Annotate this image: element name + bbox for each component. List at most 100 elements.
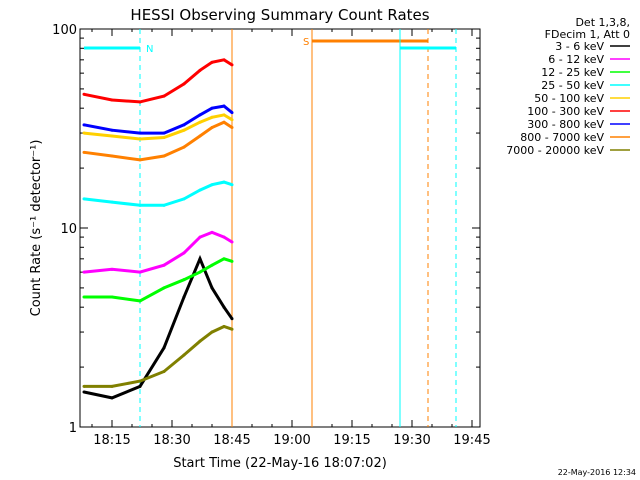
series-point [138, 100, 142, 104]
series-point [222, 180, 226, 184]
series-point [230, 125, 234, 129]
series-point [210, 330, 214, 334]
legend-entry-label: 6 - 12 keV [548, 53, 604, 66]
series-point [182, 123, 186, 127]
timestamp: 22-May-2016 12:34 [558, 468, 636, 477]
series-point [230, 111, 234, 115]
series-point [110, 200, 114, 204]
x-tick-label: 18:30 [153, 433, 190, 448]
series-point [222, 324, 226, 328]
series-point [222, 58, 226, 62]
series-point [198, 257, 202, 261]
legend-entry-label: 25 - 50 keV [541, 79, 604, 92]
series-point [198, 188, 202, 192]
series-point [230, 317, 234, 321]
series-point [138, 131, 142, 135]
series-point [182, 197, 186, 201]
x-tick-label: 18:45 [213, 433, 250, 448]
series-point [230, 259, 234, 263]
legend-entry-label: 12 - 25 keV [541, 66, 604, 79]
series-point [138, 203, 142, 207]
chart-title: HESSI Observing Summary Count Rates [130, 6, 429, 24]
series-point [162, 135, 166, 139]
series-line [83, 180, 233, 207]
series-line [83, 58, 233, 104]
series-point [198, 68, 202, 72]
series-point [138, 384, 142, 388]
series-point [162, 286, 166, 290]
series-point [198, 235, 202, 239]
series-point [162, 154, 166, 158]
series-point [162, 370, 166, 374]
series-point [230, 63, 234, 67]
x-tick-label: 18:15 [93, 433, 130, 448]
series-point [210, 125, 214, 129]
series-point [138, 379, 142, 383]
series-point [82, 384, 86, 388]
series-point [110, 396, 114, 400]
annotations: NS [84, 29, 457, 427]
series-point [230, 118, 234, 122]
annotation-label: S [303, 37, 309, 48]
legend-entry-label: 300 - 800 keV [527, 118, 604, 131]
series-line [83, 254, 234, 400]
x-tick-label: 19:15 [333, 433, 370, 448]
y-axis-label: Count Rate (s⁻¹ detector⁻¹) [29, 140, 44, 317]
series-point [198, 339, 202, 343]
series-point [210, 115, 214, 119]
series-point [82, 295, 86, 299]
series-line [83, 113, 233, 141]
series-point [210, 286, 214, 290]
series-point [82, 131, 86, 135]
series-point [222, 305, 226, 309]
series-point [210, 60, 214, 64]
series-point [138, 158, 142, 162]
series-point [222, 257, 226, 261]
series-point [162, 203, 166, 207]
series-point [110, 154, 114, 158]
series-point [110, 98, 114, 102]
series-point [110, 128, 114, 132]
series-point [198, 270, 202, 274]
series-point [230, 183, 234, 187]
series-point [82, 92, 86, 96]
series-point [182, 251, 186, 255]
series-point [110, 384, 114, 388]
series-point [138, 270, 142, 274]
legend-entry-label: 50 - 100 keV [534, 92, 604, 105]
series-point [162, 263, 166, 267]
series-point [82, 197, 86, 201]
series-point [230, 327, 234, 331]
series-point [210, 230, 214, 234]
series-point [222, 120, 226, 124]
legend-entry-label: 100 - 300 keV [527, 105, 604, 118]
series-point [182, 353, 186, 357]
series-point [182, 128, 186, 132]
series-point [82, 270, 86, 274]
series-point [82, 390, 86, 394]
series-point [82, 150, 86, 154]
series-point [198, 134, 202, 138]
series-point [222, 104, 226, 108]
series-point [210, 263, 214, 267]
x-tick-label: 19:00 [273, 433, 310, 448]
series-point [210, 106, 214, 110]
series-point [138, 137, 142, 141]
series-point [162, 131, 166, 135]
series-layer [82, 58, 234, 400]
annotation-label: N [146, 44, 153, 55]
series-point [230, 240, 234, 244]
y-tick-label: 1 [69, 421, 77, 436]
series-point [110, 134, 114, 138]
legend-entry-label: 7000 - 20000 keV [506, 144, 604, 157]
y-tick-label: 100 [52, 23, 77, 38]
series-point [162, 94, 166, 98]
series-point [198, 120, 202, 124]
x-tick-label: 19:30 [393, 433, 430, 448]
series-point [162, 346, 166, 350]
series-point [210, 183, 214, 187]
legend-header-line2: FDecim 1, Att 0 [545, 28, 630, 41]
y-tick-label: 10 [60, 222, 77, 237]
